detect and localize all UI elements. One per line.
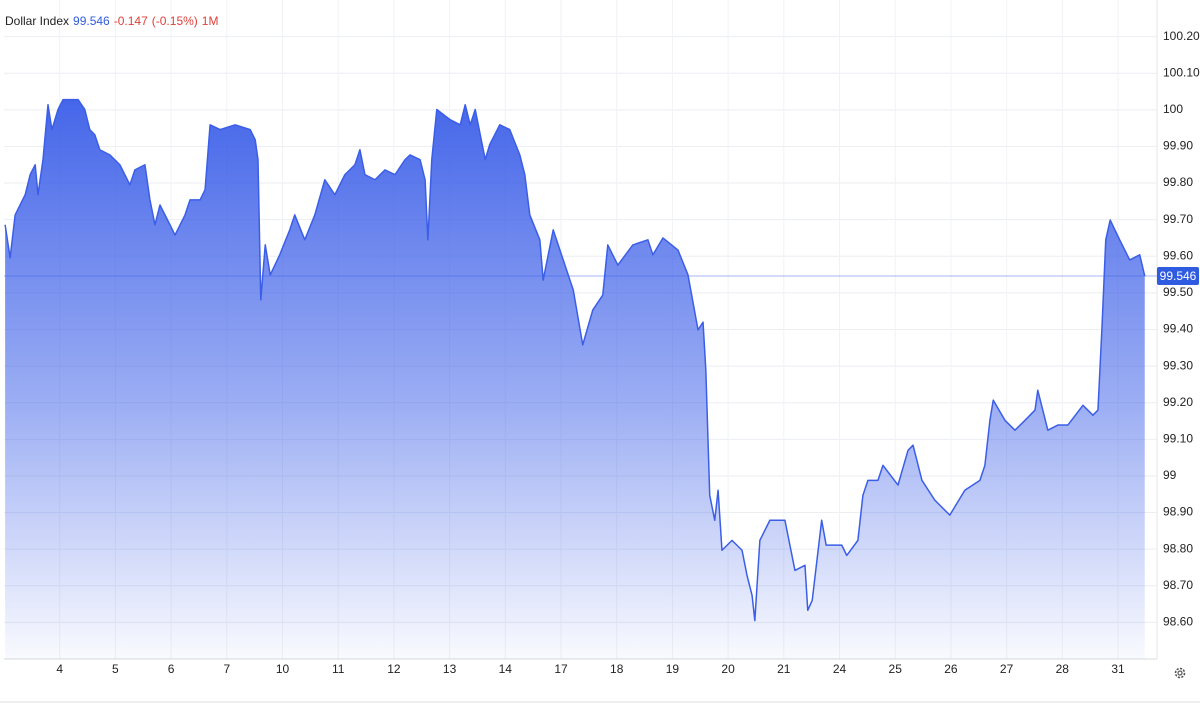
x-tick-label: 17 — [554, 662, 568, 676]
price-line — [4, 98, 1146, 622]
x-tick-label: 24 — [833, 662, 847, 676]
x-tick-label: 10 — [276, 662, 290, 676]
y-tick-label: 99.40 — [1163, 322, 1193, 336]
change-percent: (-0.15%) — [151, 14, 198, 28]
x-tick-label: 4 — [56, 662, 63, 676]
title: Dollar Index — [5, 14, 70, 28]
y-tick-label: 98.70 — [1163, 578, 1193, 592]
last-value-label: 99.546 — [1160, 269, 1197, 283]
x-tick-label: 20 — [721, 662, 735, 676]
y-tick-label: 99.60 — [1163, 248, 1193, 262]
x-tick-label: 31 — [1111, 662, 1125, 676]
y-tick-label: 99.70 — [1163, 212, 1193, 226]
change: -0.147 — [113, 14, 148, 28]
x-tick-label: 28 — [1056, 662, 1070, 676]
y-tick-label: 98.90 — [1163, 505, 1193, 519]
y-tick-label: 99.20 — [1163, 395, 1193, 409]
y-tick-label: 100.20 — [1163, 29, 1200, 43]
y-tick-label: 99.10 — [1163, 432, 1193, 446]
period[interactable]: 1M — [201, 14, 219, 28]
x-tick-label: 11 — [332, 662, 345, 676]
x-tick-label: 21 — [777, 662, 791, 676]
y-tick-label: 100 — [1163, 102, 1183, 116]
x-tick-label: 6 — [168, 662, 175, 676]
last-value-tag — [1157, 267, 1199, 286]
y-tick-label: 98.80 — [1163, 541, 1193, 555]
x-tick-label: 14 — [499, 662, 513, 676]
y-tick-label: 99.30 — [1163, 358, 1193, 372]
settings-icon[interactable] — [1174, 667, 1186, 679]
y-tick-label: 99.80 — [1163, 175, 1193, 189]
x-tick-label: 18 — [610, 662, 624, 676]
x-tick-label: 26 — [944, 662, 958, 676]
y-tick-label: 99.50 — [1163, 285, 1193, 299]
x-tick-label: 5 — [112, 662, 119, 676]
x-tick-label: 19 — [666, 662, 680, 676]
last-value: 99.546 — [73, 14, 110, 28]
area-fill — [5, 99, 1145, 659]
y-tick-label: 99 — [1163, 468, 1177, 482]
x-tick-label: 12 — [387, 662, 401, 676]
y-tick-label: 98.60 — [1163, 615, 1193, 629]
x-tick-label: 25 — [889, 662, 903, 676]
x-tick-label: 13 — [443, 662, 457, 676]
x-tick-label: 7 — [223, 662, 230, 676]
header: Dollar Index 99.546 -0.147 (-0.15%) 1M — [5, 14, 218, 28]
y-tick-label: 99.90 — [1163, 139, 1193, 153]
x-tick-label: 27 — [1000, 662, 1014, 676]
y-tick-label: 100.10 — [1163, 65, 1200, 79]
